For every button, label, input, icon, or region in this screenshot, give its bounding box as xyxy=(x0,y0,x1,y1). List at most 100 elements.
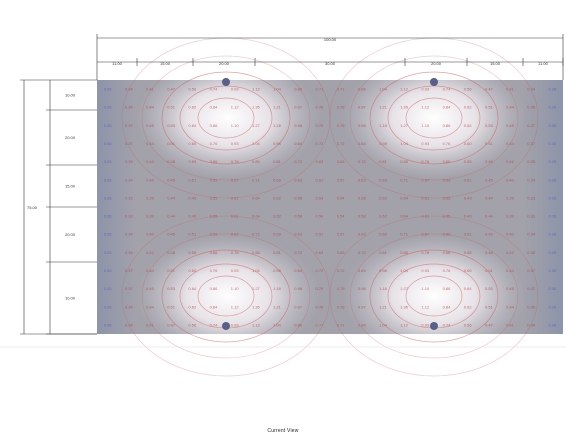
grid-value: 0.29 xyxy=(549,250,558,255)
grid-value: 0.85 xyxy=(252,159,261,164)
grid-value: 0.48 xyxy=(485,250,494,255)
grid-value: 0.30 xyxy=(549,123,558,128)
grid-value: 0.60 xyxy=(464,268,473,273)
grid-value: 0.35 xyxy=(527,159,536,164)
grid-value: 0.29 xyxy=(549,105,558,110)
grid-value: 0.72 xyxy=(337,268,346,273)
grid-value: 0.55 xyxy=(188,250,197,255)
grid-value: 1.18 xyxy=(273,286,282,291)
grid-value: 0.67 xyxy=(231,232,240,237)
grid-value: 0.53 xyxy=(167,286,176,291)
grid-value: 0.57 xyxy=(316,232,325,237)
grid-value: 0.59 xyxy=(210,232,219,237)
grid-value: 0.98 xyxy=(358,286,367,291)
grid-value: 0.64 xyxy=(252,195,261,200)
grid-value: 1.35 xyxy=(400,304,409,309)
grid-value: 0.39 xyxy=(146,214,155,219)
grid-value: 0.29 xyxy=(104,250,113,255)
grid-value: 0.60 xyxy=(188,141,197,146)
grid-value: 0.67 xyxy=(421,232,430,237)
grid-value: 0.76 xyxy=(210,268,219,273)
side-dimension-segments: 10.00 20.00 15.00 20.00 10.00 xyxy=(46,93,97,335)
grid-value: 0.29 xyxy=(104,159,113,164)
grid-value: 0.44 xyxy=(146,268,155,273)
grid-value: 1.04 xyxy=(273,87,282,92)
grid-value: 0.51 xyxy=(167,268,176,273)
grid-value: 0.71 xyxy=(400,177,409,182)
grid-value: 0.64 xyxy=(464,123,473,128)
grid-value: 1.12 xyxy=(421,304,430,309)
grid-value: 1.27 xyxy=(400,123,409,128)
grid-value: 0.71 xyxy=(316,87,325,92)
grid-value: 0.40 xyxy=(506,232,515,237)
grid-value: 0.62 xyxy=(273,214,282,219)
grid-value: 0.71 xyxy=(337,87,346,92)
grid-value: 0.71 xyxy=(252,232,261,237)
grid-value: 0.62 xyxy=(379,195,388,200)
grid-value: 0.63 xyxy=(337,250,346,255)
grid-value: 0.51 xyxy=(485,141,494,146)
grid-value: 0.53 xyxy=(485,123,494,128)
grid-value: 0.61 xyxy=(231,195,240,200)
grid-value: 0.97 xyxy=(294,304,303,309)
grid-value: 1.04 xyxy=(400,268,409,273)
grid-value: 0.76 xyxy=(443,268,452,273)
isolux-contour xyxy=(329,215,539,377)
grid-value: 0.54 xyxy=(337,195,346,200)
grid-value: 0.57 xyxy=(316,177,325,182)
grid-value: 0.47 xyxy=(167,87,176,92)
grid-value: 0.93 xyxy=(231,87,240,92)
grid-value: 0.64 xyxy=(188,123,197,128)
isolux-contour xyxy=(121,215,331,377)
grid-value: 1.04 xyxy=(273,322,282,327)
grid-value: 0.40 xyxy=(506,177,515,182)
grid-value: 0.72 xyxy=(358,159,367,164)
grid-value: 0.62 xyxy=(188,105,197,110)
grid-value: 0.85 xyxy=(400,159,409,164)
grid-value: 0.44 xyxy=(485,214,494,219)
grid-value: 0.64 xyxy=(252,214,261,219)
grid-value: 0.86 xyxy=(294,322,303,327)
overall-width-label: 100.00 xyxy=(324,37,337,42)
grid-value: 0.79 xyxy=(337,123,346,128)
grid-value: 1.10 xyxy=(231,286,240,291)
grid-value: 0.93 xyxy=(421,268,430,273)
grid-value: 0.28 xyxy=(104,177,113,182)
grid-value: 0.44 xyxy=(167,214,176,219)
grid-value: 0.45 xyxy=(146,286,155,291)
grid-value: 0.84 xyxy=(294,268,303,273)
grid-value: 0.63 xyxy=(358,232,367,237)
grid-value: 0.86 xyxy=(443,123,452,128)
grid-value: 0.98 xyxy=(273,141,282,146)
grid-value: 0.44 xyxy=(506,105,515,110)
grid-value: 0.29 xyxy=(549,159,558,164)
grid-value: 0.34 xyxy=(527,322,536,327)
grid-value: 0.37 xyxy=(125,268,134,273)
grid-value: 0.72 xyxy=(358,250,367,255)
grid-value: 0.34 xyxy=(527,177,536,182)
grid-value: 0.66 xyxy=(210,250,219,255)
grid-value: 0.72 xyxy=(316,141,325,146)
grid-value: 0.56 xyxy=(464,322,473,327)
grid-value: 0.55 xyxy=(210,195,219,200)
grid-value: 0.59 xyxy=(443,232,452,237)
top-segment-label: 11.00 xyxy=(538,61,548,66)
grid-value: 0.28 xyxy=(549,87,558,92)
grid-value: 0.28 xyxy=(104,232,113,237)
grid-value: 0.64 xyxy=(464,286,473,291)
isolux-contour xyxy=(405,97,463,139)
grid-value: 0.93 xyxy=(421,141,430,146)
grid-value: 0.36 xyxy=(125,105,134,110)
grid-value: 0.28 xyxy=(549,322,558,327)
grid-value: 1.04 xyxy=(379,87,388,92)
grid-value: 0.54 xyxy=(316,214,325,219)
grid-value: 0.78 xyxy=(231,250,240,255)
grid-value: 0.39 xyxy=(506,195,515,200)
top-segment-label: 20.00 xyxy=(219,61,230,66)
grid-value: 0.66 xyxy=(443,159,452,164)
grid-value: 1.35 xyxy=(252,105,261,110)
grid-value: 0.30 xyxy=(104,268,113,273)
grid-value: 0.28 xyxy=(549,232,558,237)
grid-value: 1.04 xyxy=(379,322,388,327)
luminaire-icon xyxy=(222,78,230,86)
